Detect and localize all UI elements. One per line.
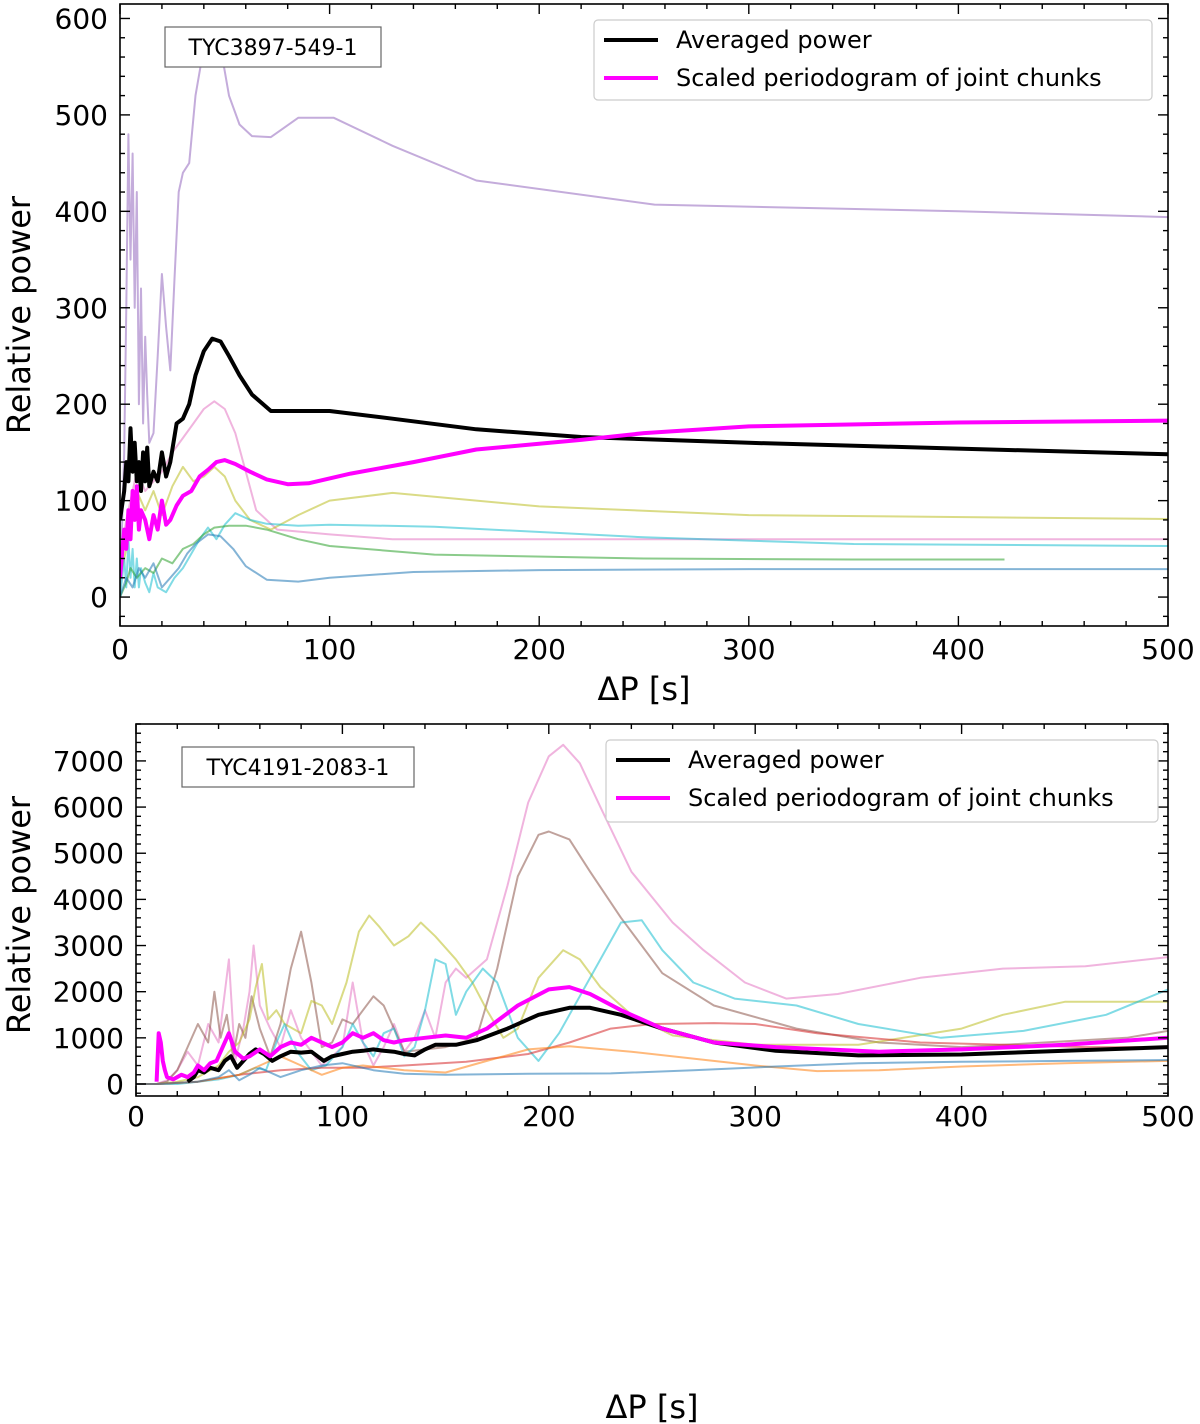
x-tick-label: 200 xyxy=(512,633,565,666)
series-line-chunk-pink xyxy=(136,743,1168,1085)
legend-entry: Scaled periodogram of joint chunks xyxy=(676,64,1102,92)
star-label: TYC4191-2083-1 xyxy=(206,756,390,781)
x-tick-label: 200 xyxy=(522,1100,575,1133)
series-line-chunk-purple xyxy=(120,27,1168,598)
plot-frame xyxy=(119,3,1169,627)
legend-box xyxy=(605,739,1159,823)
legend-box xyxy=(593,19,1153,101)
series-line-scaled-periodogram-of-joint-chunks xyxy=(120,418,1168,578)
legend-entry: Averaged power xyxy=(688,746,884,774)
y-tick-label: 200 xyxy=(55,388,108,421)
y-tick-label: 2000 xyxy=(53,976,124,1009)
y-tick-label: 600 xyxy=(55,2,108,35)
x-tick-label: 400 xyxy=(935,1100,988,1133)
legend-entry: Averaged power xyxy=(676,26,872,54)
y-tick-label: 5000 xyxy=(53,837,124,870)
series-line-averaged-power xyxy=(186,1005,1168,1084)
y-tick-label: 0 xyxy=(90,581,108,614)
x-tick-label: 100 xyxy=(316,1100,369,1133)
series-line-averaged-power xyxy=(120,336,1168,521)
y-tick-label: 6000 xyxy=(53,791,124,824)
star-label: TYC3897-549-1 xyxy=(188,36,358,61)
y-axis-label: Relative power xyxy=(0,195,38,434)
series-line-chunk-blue xyxy=(136,1059,1168,1085)
y-axis-label: Relative power xyxy=(0,795,38,1034)
series-line-chunk-blue xyxy=(120,533,1168,598)
x-tick-label: 0 xyxy=(111,633,129,666)
series-line-chunk-green xyxy=(120,524,1005,598)
y-tick-label: 100 xyxy=(55,485,108,518)
x-axis-label: ΔP [s] xyxy=(598,670,691,708)
series-line-chunk-cyan xyxy=(120,512,1168,598)
x-axis-label: ΔP [s] xyxy=(606,1388,699,1424)
chart-panel-2: 0 100 200 300 400 500010002000300040005000600… xyxy=(0,723,1195,1424)
y-tick-label: 300 xyxy=(55,292,108,325)
y-tick-label: 4000 xyxy=(53,883,124,916)
series-line-scaled-periodogram-of-joint-chunks xyxy=(154,985,1168,1082)
series-line-chunk-olive xyxy=(120,465,1168,579)
legend-entry: Scaled periodogram of joint chunks xyxy=(688,784,1114,812)
y-tick-label: 3000 xyxy=(53,930,124,963)
legend: Averaged power Scaled periodogram of join… xyxy=(593,19,1153,101)
x-tick-label: 300 xyxy=(722,633,775,666)
y-tick-label: 500 xyxy=(55,99,108,132)
chart-panel-1: 0 100 200 300 400 500 0 100 200 300 400 500 600 ΔP [s… xyxy=(0,2,1195,708)
series-line-chunk-brown xyxy=(136,830,1168,1085)
y-tick-label: 1000 xyxy=(53,1022,124,1055)
star-label-box xyxy=(181,746,415,788)
series-group xyxy=(120,27,1168,598)
star-label-box xyxy=(164,26,382,68)
legend: Averaged power Scaled periodogram of join… xyxy=(605,739,1159,823)
x-tick-label: 300 xyxy=(728,1100,781,1133)
series-line-chunk-orange xyxy=(136,1045,1168,1085)
x-tick-label: 0 xyxy=(127,1100,145,1133)
y-tick-label: 0 xyxy=(106,1068,124,1101)
series-line-chunk-olive xyxy=(136,914,1168,1085)
y-tick-label: 400 xyxy=(55,195,108,228)
x-tick-label: 500 xyxy=(1141,633,1194,666)
y-tick-label: 7000 xyxy=(53,745,124,778)
x-tick-label: 100 xyxy=(303,633,356,666)
x-tick-label: 500 xyxy=(1141,1100,1194,1133)
series-group xyxy=(136,743,1168,1085)
plot-frame xyxy=(135,723,1169,1097)
series-line-chunk-cyan xyxy=(136,919,1168,1085)
x-tick-label: 400 xyxy=(932,633,985,666)
